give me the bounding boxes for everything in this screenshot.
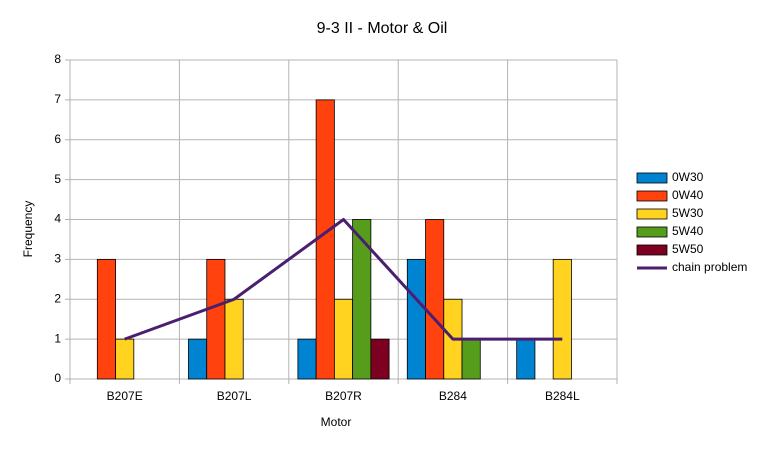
- legend-label: 5W30: [672, 206, 704, 220]
- line-series: [124, 218, 563, 341]
- legend-swatch: [636, 208, 668, 220]
- x-tick-label: B284: [439, 389, 467, 403]
- x-tick-label: B284L: [545, 389, 580, 403]
- bar: [315, 99, 335, 380]
- bar: [188, 338, 208, 380]
- x-tick-label: B207L: [217, 389, 252, 403]
- bar: [461, 338, 481, 380]
- y-tick-label: 2: [54, 291, 61, 305]
- legend-label: 0W30: [672, 170, 704, 184]
- y-tick-label: 5: [54, 172, 61, 186]
- bar: [406, 258, 426, 380]
- legend-label: 5W50: [672, 242, 704, 256]
- legend-swatch: [636, 172, 668, 184]
- bar: [297, 338, 317, 380]
- y-tick-label: 8: [54, 52, 61, 66]
- bar: [224, 298, 244, 380]
- legend-label: 5W40: [672, 224, 704, 238]
- bar: [333, 298, 354, 380]
- legend-swatch: [636, 226, 668, 238]
- bar: [206, 258, 226, 380]
- bar: [425, 219, 445, 380]
- y-tick-label: 1: [54, 331, 61, 345]
- y-tick-label: 7: [54, 92, 61, 106]
- legend-label: chain problem: [672, 260, 747, 274]
- y-tick-label: 4: [54, 212, 61, 226]
- x-tick-label: B207R: [325, 389, 362, 403]
- y-tick-label: 6: [54, 132, 61, 146]
- y-axis-title: Frequency: [21, 201, 35, 258]
- bar: [516, 338, 536, 380]
- legend-swatch: [636, 190, 668, 202]
- bar: [552, 258, 572, 380]
- bar: [96, 258, 116, 380]
- y-tick-label: 0: [54, 371, 61, 385]
- legend-swatch: [636, 244, 668, 256]
- y-tick-label: 3: [54, 252, 61, 266]
- bar: [115, 338, 135, 380]
- x-axis-title: Motor: [321, 415, 352, 429]
- legend-label: 0W40: [672, 188, 704, 202]
- x-tick-label: B207E: [107, 389, 143, 403]
- bar: [370, 338, 390, 380]
- chart-title: 9-3 II - Motor & Oil: [317, 20, 448, 37]
- bar: [352, 219, 372, 380]
